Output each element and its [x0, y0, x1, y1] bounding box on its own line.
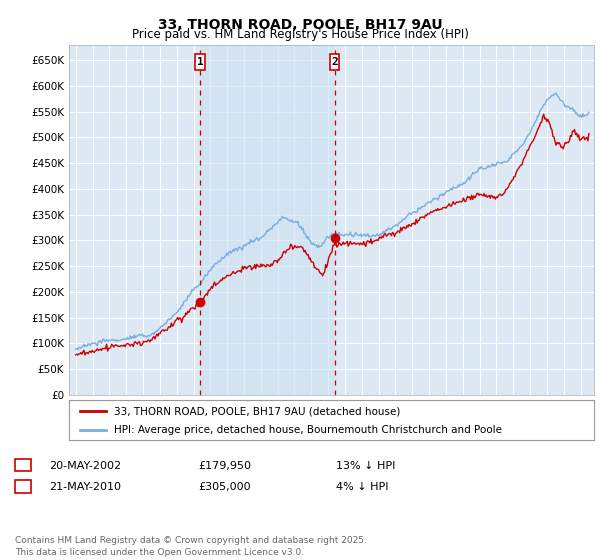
Text: £305,000: £305,000	[198, 482, 251, 492]
Text: 21-MAY-2010: 21-MAY-2010	[49, 482, 121, 492]
FancyBboxPatch shape	[195, 54, 205, 71]
Text: 33, THORN ROAD, POOLE, BH17 9AU (detached house): 33, THORN ROAD, POOLE, BH17 9AU (detache…	[113, 407, 400, 417]
Bar	[200, 45, 335, 395]
Text: 13% ↓ HPI: 13% ↓ HPI	[336, 461, 395, 471]
Text: 2: 2	[19, 482, 26, 492]
FancyBboxPatch shape	[330, 54, 339, 71]
Text: Price paid vs. HM Land Registry's House Price Index (HPI): Price paid vs. HM Land Registry's House …	[131, 28, 469, 41]
Text: Contains HM Land Registry data © Crown copyright and database right 2025.
This d: Contains HM Land Registry data © Crown c…	[15, 536, 367, 557]
Text: £179,950: £179,950	[198, 461, 251, 471]
Text: 33, THORN ROAD, POOLE, BH17 9AU: 33, THORN ROAD, POOLE, BH17 9AU	[158, 18, 442, 32]
Text: 20-MAY-2002: 20-MAY-2002	[49, 461, 121, 471]
Text: 2: 2	[331, 57, 338, 67]
Text: 4% ↓ HPI: 4% ↓ HPI	[336, 482, 389, 492]
Text: 1: 1	[19, 460, 26, 470]
Text: HPI: Average price, detached house, Bournemouth Christchurch and Poole: HPI: Average price, detached house, Bour…	[113, 425, 502, 435]
Text: 1: 1	[197, 57, 203, 67]
